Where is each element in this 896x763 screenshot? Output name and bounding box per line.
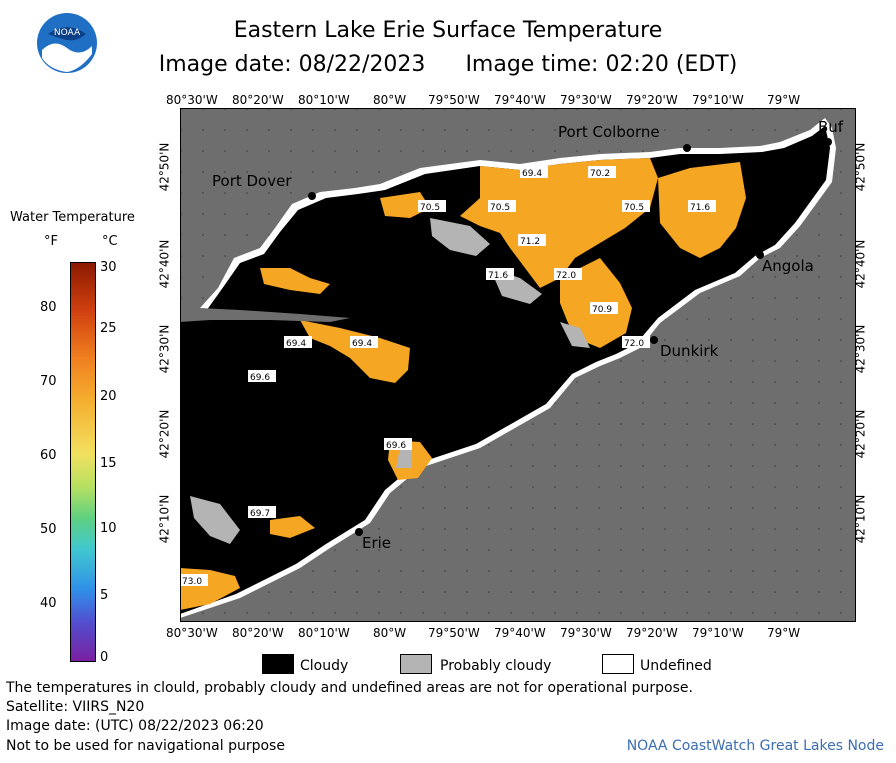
temperature-labels: 69.4 70.2 70.5 70.5 70.5 71.6 71.2 71.6 … — [180, 166, 716, 587]
lon-label: 79°W — [767, 93, 801, 107]
unit-celsius: °C — [102, 234, 118, 249]
erie-marker — [355, 528, 363, 536]
noaa-logo: NOAA — [37, 13, 97, 73]
lon-label: 80°W — [373, 93, 407, 107]
temp-label: 73.0 — [182, 577, 202, 587]
lon-label: 79°10'W — [692, 93, 744, 107]
temp-label: 70.5 — [490, 203, 510, 213]
lat-label: 42°10'N — [157, 494, 172, 544]
place-port-colborne: Port Colborne — [558, 123, 660, 141]
temp-label: 70.5 — [420, 203, 440, 213]
lon-label: 79°40'W — [494, 626, 546, 640]
c-tick: 25 — [100, 321, 117, 336]
temp-label: 71.6 — [690, 203, 710, 213]
lon-label: 79°10'W — [692, 626, 744, 640]
temp-label: 69.4 — [286, 339, 306, 349]
c-tick: 10 — [100, 521, 117, 536]
key-cloudy-label: Cloudy — [300, 658, 349, 674]
buffalo-marker — [824, 138, 832, 146]
lon-label: 79°50'W — [428, 93, 480, 107]
lat-label: 42°30'N — [157, 324, 172, 374]
temp-label: 69.7 — [250, 509, 270, 519]
long-point-land — [180, 308, 350, 322]
temp-label: 69.4 — [522, 169, 542, 179]
utc-date: Image date: (UTC) 08/22/2023 06:20 — [6, 718, 264, 734]
lon-label: 79°30'W — [560, 626, 612, 640]
map-title: Eastern Lake Erie Surface Temperature — [233, 18, 663, 43]
lon-label: 80°10'W — [298, 626, 350, 640]
lon-label: 80°20'W — [232, 93, 284, 107]
lat-label: 42°40'N — [157, 239, 172, 289]
legend-title: Water Temperature — [10, 210, 135, 225]
place-markers — [308, 138, 832, 536]
disclaimer: The temperatures in clould, probably clo… — [6, 680, 693, 696]
temp-label: 72.0 — [624, 339, 644, 349]
angola-marker — [756, 251, 764, 259]
cloudy-region — [180, 126, 830, 614]
lon-label: 79°40'W — [494, 93, 546, 107]
temp-label: 70.5 — [624, 203, 644, 213]
port-dover-marker — [308, 192, 316, 200]
temp-label: 72.0 — [556, 271, 576, 281]
lon-label: 80°30'W — [166, 93, 218, 107]
lat-label: 42°20'N — [157, 409, 172, 459]
image-time: Image time: 02:20 (EDT) — [465, 52, 738, 77]
temp-label: 70.2 — [590, 169, 610, 179]
temp-label: 71.6 — [488, 271, 508, 281]
key-probably-cloudy-swatch — [400, 654, 432, 674]
f-tick: 40 — [40, 596, 57, 611]
c-tick: 0 — [100, 650, 109, 665]
temp-label: 70.9 — [592, 305, 612, 315]
image-date: Image date: 08/22/2023 — [158, 52, 426, 77]
lon-label: 80°30'W — [166, 626, 218, 640]
port-colborne-marker — [683, 144, 691, 152]
satellite: Satellite: VIIRS_N20 — [6, 699, 145, 715]
c-tick: 20 — [100, 389, 117, 404]
lat-label: 42°50'N — [157, 142, 172, 192]
logo-text: NOAA — [54, 28, 81, 38]
lon-label: 79°30'W — [560, 93, 612, 107]
c-tick: 15 — [100, 456, 117, 471]
key-probably-cloudy-label: Probably cloudy — [440, 658, 552, 674]
f-tick: 60 — [40, 448, 57, 463]
nav-warning: Not to be used for navigational purpose — [6, 738, 285, 754]
lon-label: 80°W — [373, 626, 407, 640]
lon-label: 79°20'W — [626, 93, 678, 107]
temp-label: 69.6 — [386, 441, 406, 451]
lon-label: 79°W — [767, 626, 801, 640]
dunkirk-marker — [650, 336, 658, 344]
lon-label: 80°10'W — [298, 93, 350, 107]
temperature-colorbar — [70, 262, 96, 662]
temp-label: 69.6 — [250, 373, 270, 383]
place-erie: Erie — [362, 534, 391, 552]
place-buffalo: Buf — [818, 118, 844, 136]
c-tick: 30 — [100, 260, 117, 275]
unit-fahrenheit: °F — [44, 234, 58, 249]
credit: NOAA CoastWatch Great Lakes Node — [626, 738, 884, 754]
temp-label: 71.2 — [520, 237, 540, 247]
place-dunkirk: Dunkirk — [660, 342, 719, 360]
key-undefined-swatch — [602, 654, 634, 674]
f-tick: 50 — [40, 522, 57, 537]
lon-label: 79°50'W — [428, 626, 480, 640]
temp-label: 69.4 — [352, 339, 372, 349]
lon-label: 80°20'W — [232, 626, 284, 640]
f-tick: 80 — [40, 300, 57, 315]
place-port-dover: Port Dover — [212, 172, 292, 190]
place-angola: Angola — [762, 257, 814, 275]
key-undefined-label: Undefined — [640, 658, 712, 674]
image-date-time: Image date: 08/22/2023 Image time: 02:20 … — [0, 52, 896, 77]
key-cloudy-swatch — [262, 654, 294, 674]
lake-erie-map: Port Dover Port Colborne Buf Angola Dunk… — [180, 108, 856, 622]
c-tick: 5 — [100, 588, 109, 603]
lon-label: 79°20'W — [626, 626, 678, 640]
f-tick: 70 — [40, 374, 57, 389]
